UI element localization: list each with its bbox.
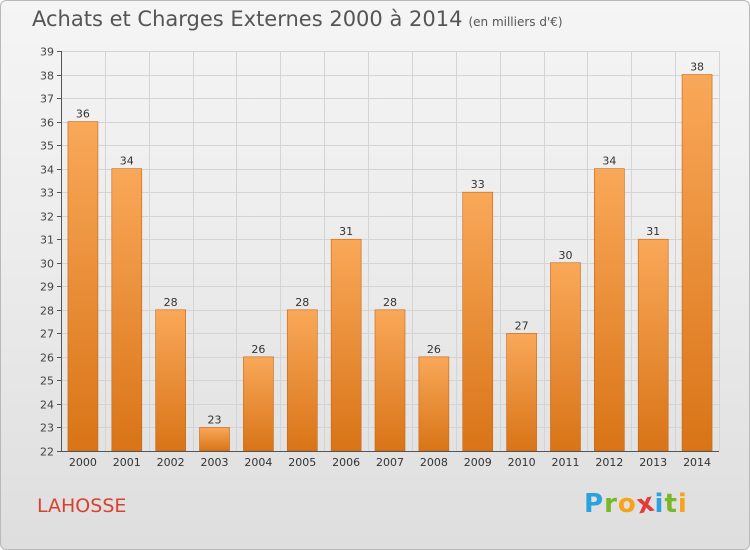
y-tick-label: 26 [40,352,54,365]
bar-value-label: 26 [251,343,265,356]
bar-value-label: 30 [558,249,572,262]
y-tick-label: 29 [40,281,54,294]
x-tick-label: 2006 [332,456,360,469]
x-tick-label: 2012 [595,456,623,469]
bar [462,191,494,452]
y-tick-label: 36 [40,117,54,130]
logo-letter: P [584,489,605,519]
bar [374,309,406,452]
labels: 22 23 24 25 26 27 28 29 30 31 32 33 34 35 36 37 38 39 36 20… [40,46,711,470]
bar-value-label: 34 [602,155,616,168]
y-tick-label: 38 [40,70,54,83]
bar [243,356,274,452]
bars [67,74,713,452]
logo-letter: i [654,489,665,519]
bar-value-label: 34 [120,155,134,168]
proxiti-logo: Proxiti [584,487,688,520]
bar-value-label: 27 [515,319,529,332]
x-tick-label: 2004 [244,456,272,469]
logo-letter: t [664,489,678,519]
chart-unit-text: (en milliers d'€) [468,15,563,29]
x-tick-label: 2013 [639,456,667,469]
logo-letter: i [677,489,688,519]
y-tick-label: 28 [40,305,54,318]
x-tick-label: 2000 [69,456,97,469]
y-tick-label: 30 [40,258,54,271]
bar [67,121,99,452]
x-tick-label: 2008 [420,456,448,469]
y-tick-label: 37 [40,93,54,106]
bar [155,309,186,452]
bar [286,309,318,452]
y-tick-label: 32 [40,211,54,224]
bar [199,427,230,452]
bar-value-label: 38 [690,61,704,74]
y-tick-label: 24 [40,399,54,412]
bar-value-label: 36 [76,108,90,121]
bar-value-label: 28 [295,296,309,309]
y-tick-label: 34 [40,164,54,177]
y-tick-label: 33 [40,187,54,200]
y-tick-label: 27 [40,328,54,341]
x-tick-label: 2003 [201,456,229,469]
x-tick-label: 2010 [508,456,536,469]
bar-value-label: 28 [164,296,178,309]
bar [111,168,143,452]
logo-letter: o [617,489,637,519]
bar-value-label: 26 [427,343,441,356]
axes [57,51,719,452]
x-tick-label: 2005 [288,456,316,469]
bar [637,238,669,452]
x-tick-label: 2002 [157,456,185,469]
y-tick-label: 22 [40,446,54,459]
bar-value-label: 33 [471,178,485,191]
y-tick-label: 35 [40,140,54,153]
bar-value-label: 31 [339,225,353,238]
y-tick-label: 23 [40,422,54,435]
y-tick-label: 31 [40,234,54,247]
x-tick-label: 2011 [551,456,579,469]
y-tick-label: 39 [40,46,54,59]
x-tick-label: 2014 [683,456,711,469]
bar [330,238,362,452]
bar-value-label: 23 [208,413,222,426]
bar-value-label: 28 [383,296,397,309]
bar [418,356,450,452]
x-tick-label: 2007 [376,456,404,469]
x-tick-label: 2001 [113,456,141,469]
bar [594,168,625,452]
x-tick-label: 2009 [464,456,492,469]
bar [681,74,713,452]
place-label: LAHOSSE [37,495,127,517]
chart-title: Achats et Charges Externes 2000 à 2014 (e… [32,7,563,31]
logo-letter: r [604,489,618,519]
bar [550,262,581,452]
chart-title-text: Achats et Charges Externes 2000 à 2014 [32,7,463,31]
bar [506,333,537,452]
bar-value-label: 31 [646,225,660,238]
y-tick-label: 25 [40,375,54,388]
